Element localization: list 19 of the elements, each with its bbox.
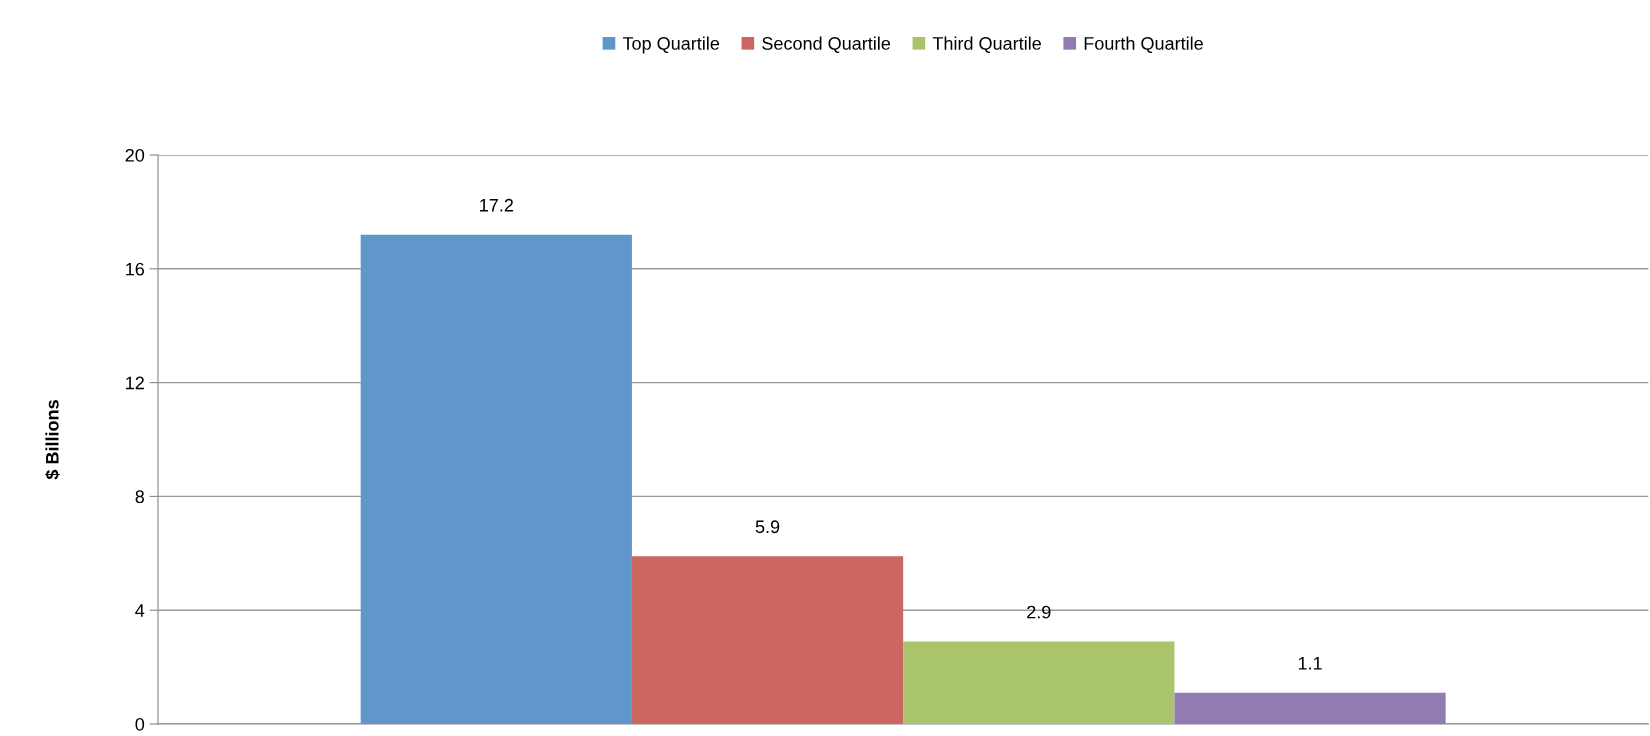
y-tick-label: 4 [135,604,145,617]
bar [1174,692,1446,724]
bar [903,641,1175,724]
data-label: 17.2 [480,198,513,212]
y-tick-label: 20 [125,148,145,162]
y-tick-label: 8 [135,490,145,504]
y-axis-title: $ Billions [45,400,60,480]
legend-label: Fourth Quartile [1084,36,1203,54]
legend-label: Top Quartile [622,36,720,54]
y-tick-label: 12 [126,376,144,390]
bar [360,234,632,724]
y-tick-label: 0 [135,717,145,731]
bar [631,556,904,724]
data-label: 5.9 [755,520,780,534]
data-label: 2.9 [1027,605,1051,619]
legend-label: Second Quartile [762,36,891,54]
data-label: 1.1 [1298,657,1322,670]
y-tick-label: 16 [126,262,145,276]
legend-label: Third Quartile [932,36,1041,54]
